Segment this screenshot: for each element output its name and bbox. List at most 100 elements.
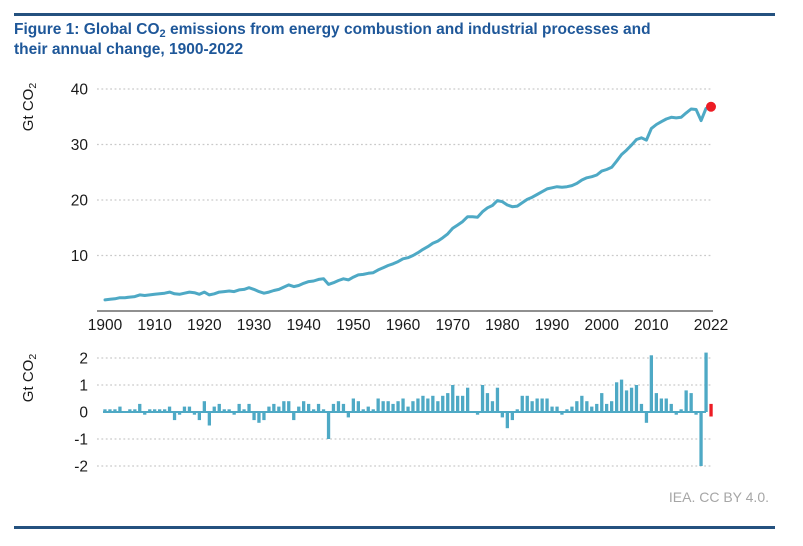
emissions-line-series <box>103 105 713 302</box>
bar-2014 <box>669 403 673 412</box>
x-tick-label-1950: 1950 <box>336 317 371 334</box>
y-tick-label--1: -1 <box>74 432 88 449</box>
bar-1920 <box>202 401 206 412</box>
bar-1933 <box>267 406 271 412</box>
bar-1977 <box>485 393 490 412</box>
bar-2010 <box>649 355 653 412</box>
source-credit: IEA. CC BY 4.0. <box>668 489 769 505</box>
bar-1956 <box>381 401 385 412</box>
y-tick-label-1: 1 <box>79 378 88 395</box>
figure-title-line2: their annual change, 1900-2022 <box>14 41 244 59</box>
bar-1929 <box>247 403 251 412</box>
y-tick-label-30: 30 <box>71 137 89 154</box>
bar-1970 <box>451 385 455 412</box>
bar-1962 <box>411 401 415 412</box>
annual-change-bar-chart: 2 1 0 -1 -2 Gt CO2 <box>20 351 713 476</box>
annual-change-bars <box>103 352 713 466</box>
bar-2009 <box>644 412 649 423</box>
bar-2005 <box>624 390 629 412</box>
bar-1926 <box>232 412 236 415</box>
bar-1907 <box>138 403 142 412</box>
bar-latest-year <box>709 403 713 417</box>
bar-2017 <box>684 390 688 412</box>
y-tick-label-20: 20 <box>71 193 89 210</box>
x-tick-label-1900: 1900 <box>88 317 123 334</box>
bar-2011 <box>654 393 658 412</box>
top-divider-rule <box>14 13 775 16</box>
bar-1944 <box>321 409 326 412</box>
bar-1918 <box>192 412 197 415</box>
bar-1971 <box>456 395 460 412</box>
bar-1997 <box>585 401 589 412</box>
bar-1955 <box>376 398 380 412</box>
y-tick-label--2: -2 <box>74 459 88 476</box>
bar-1915 <box>177 412 182 415</box>
bar-1996 <box>580 395 584 412</box>
bar-1904 <box>123 411 127 412</box>
x-tick-label-1960: 1960 <box>386 317 421 334</box>
bar-1990 <box>550 406 554 412</box>
bar-1967 <box>436 401 440 412</box>
bar-1984 <box>520 395 524 412</box>
bar-2003 <box>615 382 619 412</box>
bar-1965 <box>426 398 430 412</box>
bar-1916 <box>182 406 187 412</box>
bar-1906 <box>133 409 137 412</box>
y-tick-label-0: 0 <box>79 405 88 422</box>
bar-1968 <box>441 395 445 412</box>
bar-1986 <box>530 401 534 412</box>
co2-subscript: 2 <box>159 28 166 40</box>
bar-1937 <box>287 401 291 412</box>
bar-2006 <box>629 387 634 412</box>
bar-1913 <box>167 406 172 412</box>
bar-1957 <box>386 401 390 412</box>
bar-1910 <box>153 409 157 412</box>
latest-year-point <box>706 101 716 112</box>
bar-1982 <box>510 412 514 421</box>
y-tick-label-40: 40 <box>71 82 89 99</box>
bar-1951 <box>356 401 360 412</box>
bar-2004 <box>619 379 624 412</box>
figure-title-line1: Figure 1: Global CO2 emissions from ener… <box>14 21 651 40</box>
bar-1942 <box>312 409 316 412</box>
bar-1924 <box>222 409 226 412</box>
x-tick-label-1930: 1930 <box>237 317 272 334</box>
bar-1952 <box>361 409 365 412</box>
bar-1922 <box>212 406 216 412</box>
y-tick-label-10: 10 <box>71 248 89 265</box>
bar-1992 <box>560 412 564 415</box>
bar-1945 <box>326 412 331 439</box>
bar-1927 <box>237 403 241 412</box>
bar-1950 <box>351 398 355 412</box>
bar-2008 <box>639 403 644 412</box>
bar-1960 <box>401 398 405 412</box>
bar-2001 <box>605 403 609 412</box>
bar-1946 <box>331 403 336 412</box>
bar-1989 <box>545 398 549 412</box>
bar-1969 <box>446 393 450 412</box>
bar-1966 <box>431 395 435 412</box>
bar-1903 <box>118 406 122 412</box>
figure-title: Figure 1: Global CO2 emissions from ener… <box>14 20 796 61</box>
bar-1921 <box>207 412 211 426</box>
x-tick-label-1910: 1910 <box>137 317 172 334</box>
bar-1974 <box>470 411 475 412</box>
bar-1995 <box>575 401 579 412</box>
bar-2021 <box>704 352 708 412</box>
bar-1919 <box>197 412 201 421</box>
bar-1958 <box>391 403 395 412</box>
y-axis-title: Gt CO2 <box>20 354 39 403</box>
x-tick-label-2022: 2022 <box>694 317 728 334</box>
emissions-line-chart: 10 20 30 40 1900 1910 1920 1930 1940 1950 1960 1970… <box>20 82 728 335</box>
bar-1941 <box>307 403 311 412</box>
bar-1925 <box>227 409 231 412</box>
bar-1940 <box>302 401 306 412</box>
bar-1987 <box>535 398 539 412</box>
x-tick-label-1970: 1970 <box>435 317 470 334</box>
y-tick-label-2: 2 <box>79 351 88 368</box>
bar-1999 <box>595 403 599 412</box>
bar-2012 <box>659 398 663 412</box>
bar-1914 <box>172 412 177 421</box>
bar-2002 <box>610 401 614 412</box>
